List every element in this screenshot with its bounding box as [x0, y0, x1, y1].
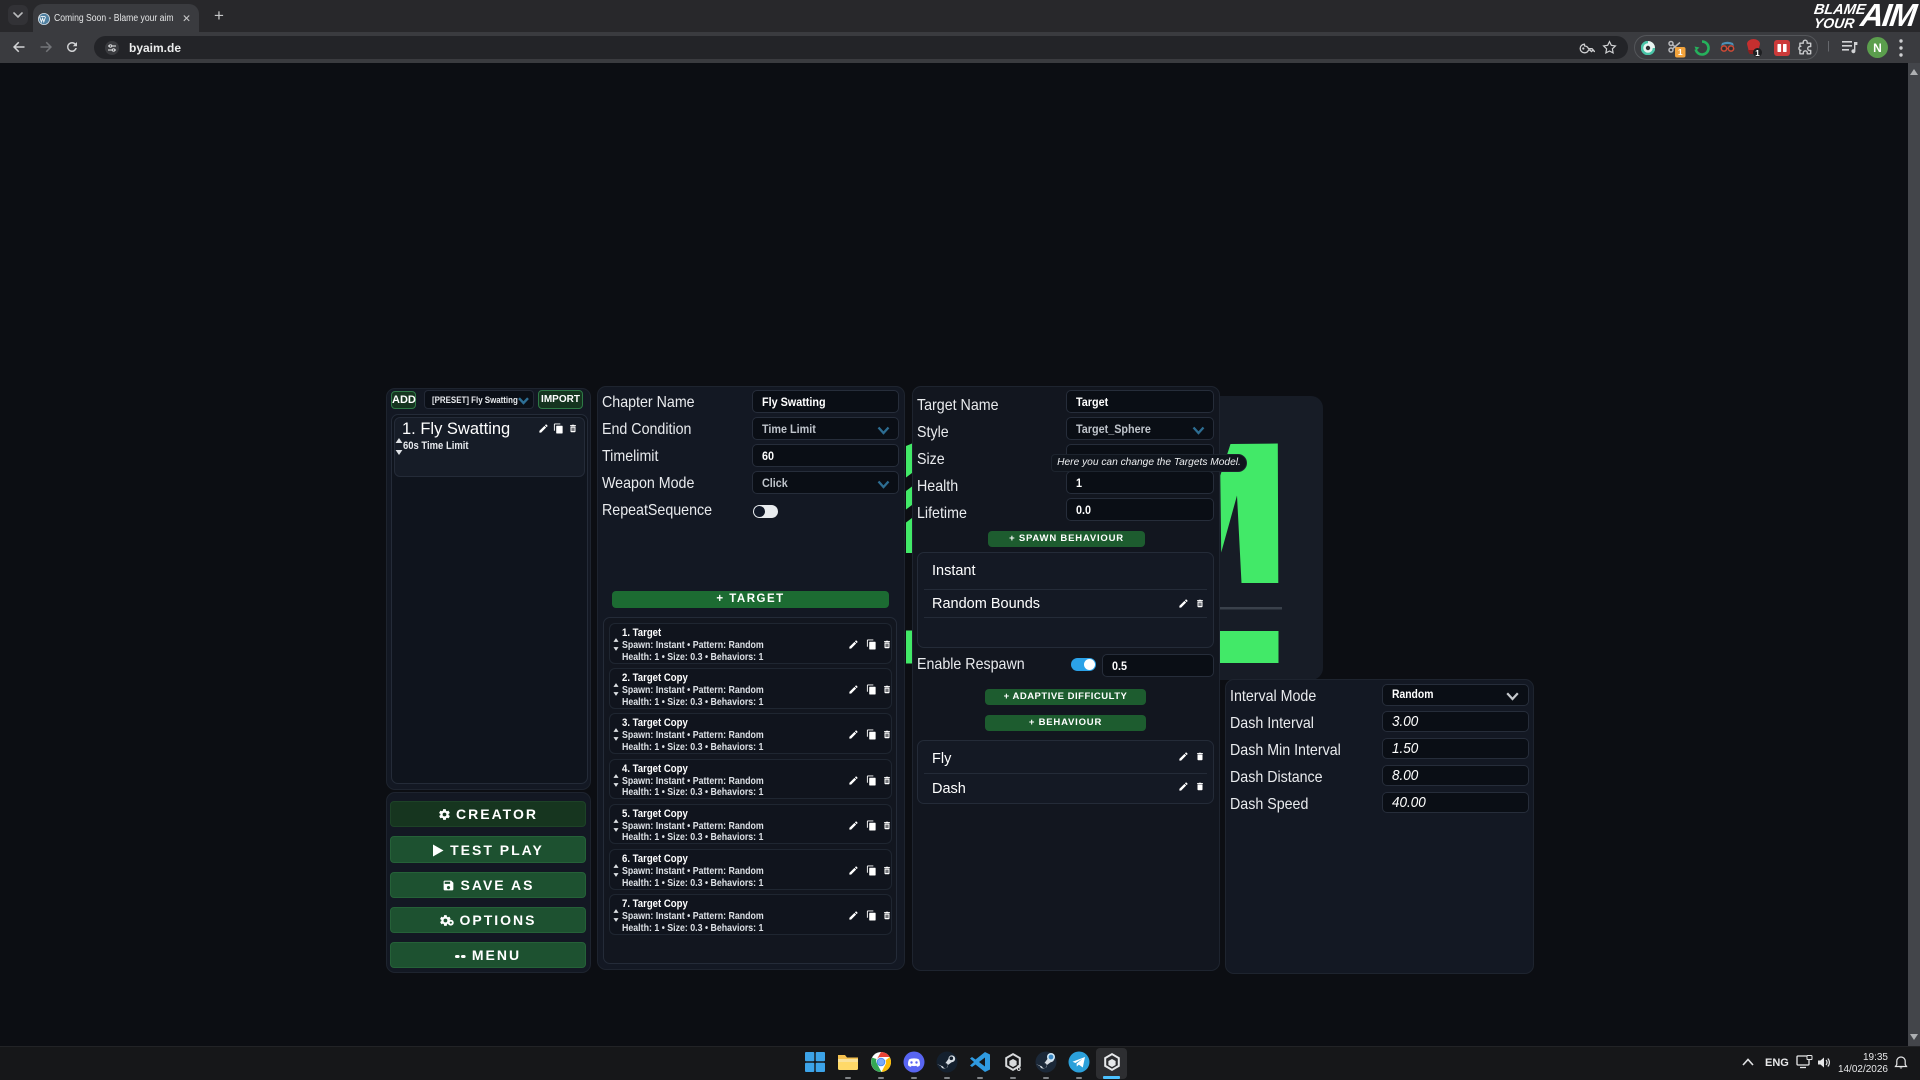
svg-text:1: 1 — [1678, 47, 1683, 57]
svg-text:N: N — [1873, 41, 1882, 55]
svg-text:6: 6 — [1017, 1064, 1022, 1073]
svg-text:1: 1 — [1755, 49, 1760, 58]
